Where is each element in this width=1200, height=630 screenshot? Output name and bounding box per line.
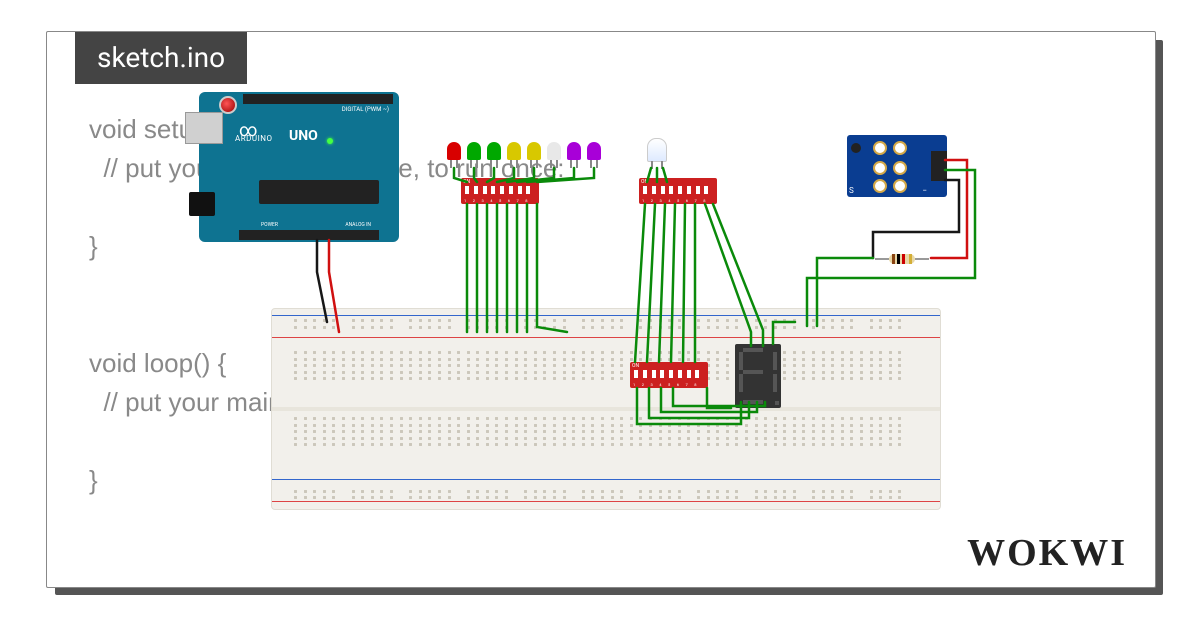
- dip-slider[interactable]: [687, 370, 691, 378]
- dip-num: 1: [642, 198, 644, 203]
- rail-bot-pos: [272, 501, 940, 503]
- dip-num: 5: [677, 198, 679, 203]
- dip-num: 8: [694, 382, 696, 387]
- dip-slider[interactable]: [696, 186, 700, 194]
- sensor-label-s: S: [849, 186, 854, 195]
- dip-slider[interactable]: [678, 186, 682, 194]
- dip-slider[interactable]: [661, 186, 665, 194]
- sensor-label-minus: −: [922, 186, 927, 195]
- dip-slider[interactable]: [652, 186, 656, 194]
- dip-num: 6: [686, 198, 688, 203]
- preview-card: sketch.ino void setup() { // put your se…: [46, 31, 1156, 588]
- dip-slider[interactable]: [643, 186, 647, 194]
- dip-num: 4: [659, 382, 661, 387]
- dip-num: 7: [695, 198, 697, 203]
- dip-switch-2[interactable]: ON 1 2 3 4 5 6 7 8: [630, 362, 708, 388]
- dip-slider[interactable]: [652, 370, 656, 378]
- thermistor-icon: [851, 143, 861, 153]
- dip-slider[interactable]: [643, 370, 647, 378]
- dip-slider[interactable]: [687, 186, 691, 194]
- wokwi-logo: WOKWI: [967, 531, 1127, 575]
- code-snippet: void setup() { // put your setup code he…: [89, 110, 622, 500]
- dip-on-label: ON: [641, 179, 648, 185]
- dip-slider[interactable]: [695, 370, 699, 378]
- dip-num: 4: [668, 198, 670, 203]
- seven-segment[interactable]: [735, 344, 781, 408]
- filename-tab[interactable]: sketch.ino: [75, 31, 247, 84]
- digital-header: [243, 94, 393, 104]
- resistor[interactable]: [889, 254, 915, 264]
- dip-slider[interactable]: [634, 370, 638, 378]
- dip-slider[interactable]: [669, 186, 673, 194]
- thermistor-module[interactable]: S −: [847, 135, 947, 197]
- rgb-led[interactable]: [647, 138, 667, 162]
- dip-slider[interactable]: [678, 370, 682, 378]
- dip-num: 8: [703, 198, 705, 203]
- sensor-pins: [931, 151, 947, 181]
- dip-num: 2: [651, 198, 653, 203]
- dip-num: 6: [677, 382, 679, 387]
- dip-switch-1[interactable]: ON 1 2 3 4 5 6 7 8: [639, 178, 717, 204]
- dip-slider[interactable]: [669, 370, 673, 378]
- dip-slider[interactable]: [660, 370, 664, 378]
- dip-num: 3: [651, 382, 653, 387]
- dip-on-label: ON: [632, 363, 639, 369]
- dip-num: 7: [686, 382, 688, 387]
- dip-num: 5: [668, 382, 670, 387]
- dip-slider[interactable]: [704, 186, 708, 194]
- dip-num: 2: [642, 382, 644, 387]
- dip-num: 1: [633, 382, 635, 387]
- dip-num: 3: [660, 198, 662, 203]
